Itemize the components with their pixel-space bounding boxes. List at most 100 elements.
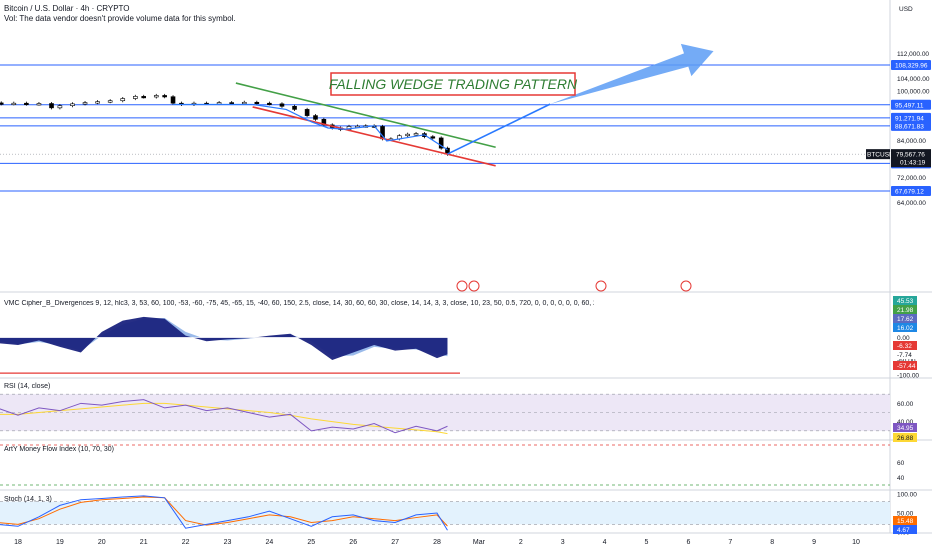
price-candle (413, 133, 419, 136)
price-candle (95, 101, 100, 104)
date-axis-tick: 9 (812, 539, 816, 546)
vmc-axis-tick: -100.00 (897, 373, 919, 380)
date-axis-tick: 27 (391, 539, 399, 546)
price-axis-tick: 112,000.00 (897, 51, 929, 58)
wedge-upper-trendline (235, 82, 496, 148)
price-candle (438, 137, 444, 149)
rsi-value-tag (893, 423, 917, 432)
date-axis-tick: 19 (56, 539, 64, 546)
price-candle (11, 102, 17, 105)
stoch-value-tag (893, 525, 917, 534)
price-candle (292, 106, 297, 110)
wedge-lower-trendline (252, 106, 496, 167)
date-axis-tick: 20 (98, 539, 106, 546)
mfi-indicator-title[interactable]: ArtY Money Flow Index (10, 70, 30) (4, 446, 114, 453)
stoch-indicator-title[interactable]: Stoch (14, 1, 3) (4, 496, 52, 503)
stoch-value-tag (893, 516, 917, 525)
vmc-value-tag (893, 361, 917, 370)
currency-label: USD (899, 6, 913, 13)
price-candle (304, 109, 310, 116)
price-candle (49, 103, 54, 109)
price-candle (153, 95, 159, 98)
date-axis-tick: 10 (852, 539, 860, 546)
level-price-tag (891, 120, 931, 131)
date-axis-tick: 18 (14, 539, 22, 546)
date-axis-tick: 21 (140, 539, 148, 546)
vmc-value-label: -57.44 (897, 363, 916, 370)
level-price-tag (891, 185, 931, 196)
rsi-indicator-title[interactable]: RSI (14, close) (4, 383, 51, 390)
symbol-tag-label: BTCUSD (867, 152, 894, 159)
date-axis-tick: 8 (770, 539, 774, 546)
swing-path (173, 103, 448, 151)
price-candle (254, 101, 260, 105)
price-axis-tick: 100,000.00 (897, 88, 930, 95)
pattern-annotation: FALLING WEDGE TRADING PATTERN (329, 72, 578, 96)
price-candle (57, 105, 63, 109)
vmc-value-label: 16.02 (897, 325, 914, 332)
economic-event-icon (456, 280, 468, 292)
vmc-value-tag (893, 314, 917, 323)
level-price-label: 95,497.11 (895, 102, 924, 109)
stoch-value-label: 15.48 (897, 518, 914, 525)
price-candle (267, 102, 272, 105)
level-price-tag (891, 99, 931, 110)
level-price-label: 88,671.83 (895, 123, 924, 130)
bar-countdown-label: 01:43:19 (900, 160, 926, 167)
date-axis-tick: 7 (728, 539, 732, 546)
vmc-indicator-title[interactable]: VMC Cipher_B_Divergences 9, 12, hlc3, 3,… (4, 300, 594, 307)
level-price-tag (891, 112, 931, 123)
economic-event-icon (468, 280, 480, 292)
price-candle (24, 102, 29, 105)
price-candle (0, 102, 4, 105)
price-candle (313, 115, 318, 120)
mfi-axis-tick: 40 (897, 475, 905, 482)
date-axis-tick: 22 (182, 539, 190, 546)
price-axis-tick: 72,000.00 (897, 175, 926, 182)
price-candle (279, 103, 285, 107)
vmc-value-tag (893, 341, 917, 350)
rsi-line (0, 399, 448, 434)
vmc-value-label: -7.74 (897, 352, 912, 359)
date-axis-tick: 5 (645, 539, 649, 546)
vmc-value-label: 17.62 (897, 316, 914, 323)
vmc-value-tag (893, 305, 917, 314)
stoch-d-line (0, 496, 448, 527)
vmc-value-tag (893, 350, 917, 359)
level-price-label: 91,271.94 (895, 115, 924, 122)
vmc-value-label: 45.53 (897, 298, 914, 305)
bullish-projection-arrow (550, 43, 714, 105)
vmc-value-tag (893, 296, 917, 305)
last-price-label: 79,567.76 (896, 152, 925, 159)
rsi-axis-tick: 60.00 (897, 401, 914, 408)
rsi-value-label: 26.88 (897, 435, 914, 442)
vmc-value-tag (893, 323, 917, 332)
stoch-band (0, 501, 890, 525)
rsi-value-tag (893, 433, 917, 442)
level-price-label: 67,679.12 (895, 188, 924, 195)
price-candle (120, 98, 126, 102)
date-axis-tick: 26 (349, 539, 357, 546)
rsi-axis-tick: 40.00 (897, 419, 914, 426)
symbol-title[interactable]: Bitcoin / U.S. Dollar · 4h · CRYPTO (4, 4, 130, 13)
vmc-value-label: 21.98 (897, 307, 914, 314)
stoch-value-label: 4.67 (897, 527, 910, 534)
date-axis-tick: 24 (266, 539, 274, 546)
level-price-tag (891, 59, 931, 70)
vmc-axis-tick: 0.00 (897, 335, 910, 342)
volume-notice: Vol: The data vendor doesn't provide vol… (4, 14, 236, 23)
price-candle (141, 96, 146, 99)
economic-event-icon (680, 280, 692, 292)
price-candle (36, 103, 42, 106)
price-axis-tick: 84,000.00 (897, 138, 926, 145)
price-candle (82, 102, 88, 105)
stoch-axis-tick: 50.00 (897, 511, 914, 518)
price-candle (170, 96, 176, 104)
price-axis-tick: 64,000.00 (897, 200, 926, 207)
date-axis-tick: 2 (519, 539, 523, 546)
vmc-wave-area (0, 316, 448, 360)
rsi-ma-line (0, 402, 448, 435)
date-axis-tick: 25 (307, 539, 315, 546)
